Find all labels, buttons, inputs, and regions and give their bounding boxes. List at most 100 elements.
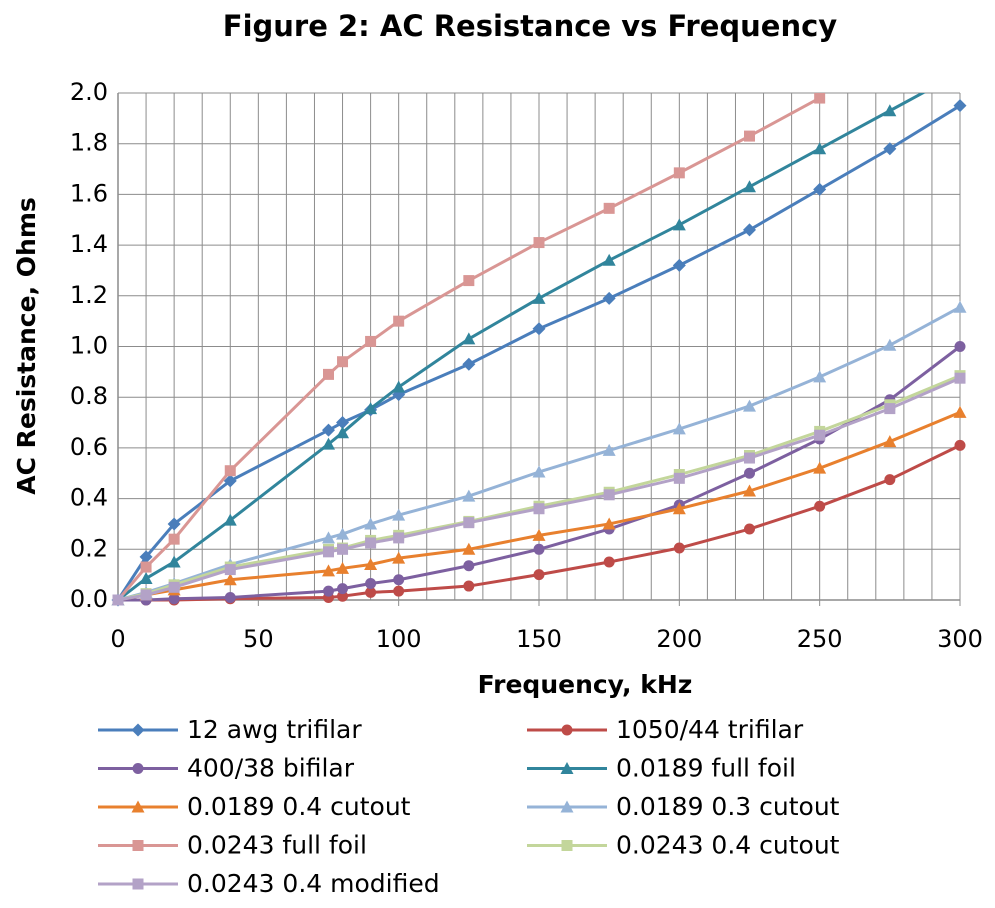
marker bbox=[814, 93, 826, 104]
marker bbox=[744, 467, 755, 479]
marker bbox=[365, 578, 377, 590]
marker bbox=[884, 403, 896, 415]
x-tick-label: 250 bbox=[797, 625, 843, 653]
marker bbox=[224, 591, 236, 603]
marker bbox=[365, 335, 377, 347]
series-line bbox=[117, 376, 961, 602]
series-line bbox=[117, 411, 961, 602]
marker bbox=[112, 594, 124, 606]
marker bbox=[883, 104, 897, 117]
marker bbox=[364, 402, 378, 415]
marker bbox=[393, 574, 405, 586]
marker bbox=[602, 517, 616, 530]
marker bbox=[167, 517, 181, 531]
legend-label: 1050/44 trifilar bbox=[616, 715, 804, 744]
y-tick-label: 0.8 bbox=[70, 382, 108, 410]
legend-marker bbox=[132, 763, 144, 774]
marker bbox=[672, 422, 686, 435]
marker bbox=[140, 589, 152, 601]
marker bbox=[813, 182, 827, 196]
y-tick-label: 0.2 bbox=[70, 534, 108, 562]
legend-label: 0.0189 full foil bbox=[616, 754, 796, 783]
marker bbox=[337, 583, 349, 595]
marker bbox=[462, 489, 476, 502]
y-tick-label: 1.0 bbox=[70, 332, 108, 360]
marker bbox=[813, 370, 827, 383]
y-tick-label: 1.8 bbox=[70, 129, 108, 157]
legend-marker bbox=[561, 840, 573, 851]
marker bbox=[954, 341, 966, 352]
marker bbox=[323, 546, 334, 558]
marker bbox=[168, 581, 180, 593]
legend-marker bbox=[560, 762, 574, 774]
marker bbox=[392, 380, 406, 393]
marker bbox=[336, 527, 350, 540]
marker bbox=[463, 560, 475, 572]
marker bbox=[392, 551, 406, 564]
marker bbox=[954, 372, 966, 384]
marker bbox=[462, 357, 476, 371]
marker bbox=[139, 571, 153, 584]
legend-marker bbox=[132, 840, 144, 851]
marker bbox=[463, 580, 475, 592]
marker bbox=[364, 517, 378, 530]
legend: 12 awg trifilar 1050/44 trifilar 400/38 bi… bbox=[98, 715, 840, 898]
series-line bbox=[117, 93, 926, 602]
marker bbox=[167, 555, 181, 568]
legend-marker bbox=[561, 724, 573, 736]
marker bbox=[533, 503, 545, 515]
marker bbox=[883, 338, 897, 351]
marker bbox=[532, 291, 546, 304]
marker bbox=[168, 533, 180, 545]
marker bbox=[603, 556, 615, 568]
marker bbox=[813, 461, 827, 474]
y-tick-label: 0.4 bbox=[70, 484, 108, 512]
marker bbox=[139, 550, 153, 564]
legend-marker bbox=[131, 723, 145, 737]
marker bbox=[533, 237, 545, 249]
marker bbox=[953, 405, 967, 418]
marker bbox=[672, 502, 686, 515]
chart-title: Figure 2: AC Resistance vs Frequency bbox=[223, 9, 838, 43]
legend-label: 0.0189 0.4 cutout bbox=[187, 792, 411, 821]
y-axis-label: AC Resistance, Ohms bbox=[12, 197, 41, 495]
y-tick-label: 2.0 bbox=[70, 78, 108, 106]
marker bbox=[603, 202, 615, 214]
marker bbox=[224, 564, 236, 576]
marker bbox=[223, 573, 237, 586]
marker bbox=[744, 130, 755, 142]
series-line bbox=[116, 104, 961, 601]
x-tick-label: 50 bbox=[243, 625, 274, 653]
marker bbox=[365, 537, 377, 549]
y-tick-label: 1.4 bbox=[70, 230, 108, 258]
marker bbox=[673, 167, 685, 179]
marker bbox=[883, 435, 897, 448]
x-tick-label: 150 bbox=[516, 625, 562, 653]
marker bbox=[883, 142, 897, 156]
marker bbox=[814, 500, 826, 512]
marker bbox=[463, 275, 475, 287]
marker bbox=[365, 586, 377, 598]
marker bbox=[602, 443, 616, 456]
marker bbox=[462, 542, 476, 555]
marker bbox=[392, 508, 406, 521]
marker bbox=[322, 564, 335, 577]
marker bbox=[322, 423, 335, 437]
marker bbox=[393, 315, 405, 327]
x-tick-label: 100 bbox=[376, 625, 422, 653]
x-axis-label: Frequency, kHz bbox=[478, 670, 693, 699]
marker bbox=[393, 585, 405, 597]
legend-label: 0.0243 0.4 cutout bbox=[616, 831, 840, 860]
marker bbox=[954, 439, 966, 451]
marker bbox=[337, 356, 349, 368]
x-tick-label: 200 bbox=[656, 625, 702, 653]
marker bbox=[533, 569, 545, 581]
series-line bbox=[116, 96, 821, 601]
marker bbox=[602, 253, 616, 266]
marker bbox=[532, 528, 546, 541]
marker bbox=[323, 368, 334, 380]
marker bbox=[223, 513, 237, 526]
marker bbox=[533, 543, 545, 555]
legend-label: 0.0243 full foil bbox=[187, 831, 367, 860]
